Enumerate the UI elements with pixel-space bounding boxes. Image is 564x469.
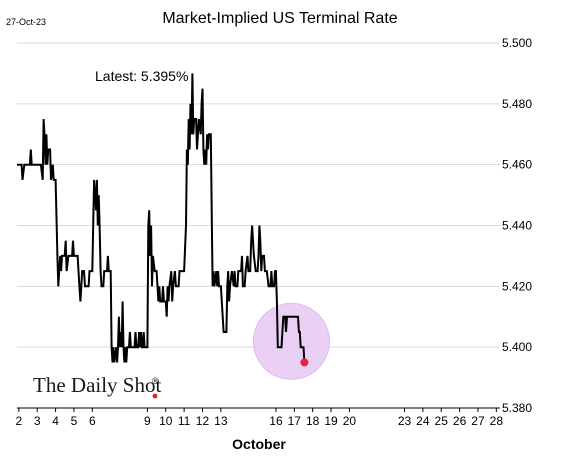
x-tick-label: 26	[453, 414, 467, 428]
brand-dot	[152, 393, 158, 399]
date-stamp: 27-Oct-23	[6, 17, 46, 27]
x-tick-label: 2	[15, 414, 22, 428]
x-tick-label: 13	[214, 414, 228, 428]
series-path	[17, 73, 306, 363]
y-tick-label: 5.440	[502, 219, 532, 233]
x-tick-label: 18	[306, 414, 320, 428]
brand-logo: The Daily Shot ®	[33, 373, 161, 399]
last-point-layer	[300, 358, 309, 367]
x-tick-label: 27	[471, 414, 485, 428]
x-tick-label: 5	[71, 414, 78, 428]
x-tick-label: 6	[89, 414, 96, 428]
y-tick-label: 5.380	[502, 401, 532, 415]
x-tick-label: 24	[416, 414, 430, 428]
brand-name: The Daily Shot	[33, 373, 161, 397]
x-tick-label: 3	[34, 414, 41, 428]
highlight-ellipse	[252, 302, 330, 380]
x-tick-label: 17	[288, 414, 302, 428]
series-line	[17, 73, 306, 363]
highlight-circle	[252, 302, 330, 380]
x-tick-label: 11	[178, 414, 191, 428]
x-tick-label: 10	[159, 414, 173, 428]
y-tick-label: 5.460	[502, 158, 532, 172]
x-axis-label: October	[232, 436, 286, 452]
x-tick-label: 25	[435, 414, 449, 428]
x-tick-label: 16	[269, 414, 283, 428]
x-axis-ticks: 2 3 4 5 6 9 10 11 12 13 16 17 18 19 20 23 24 25 26 27 28	[15, 408, 503, 428]
x-tick-label: 20	[343, 414, 357, 428]
latest-annotation: Latest: 5.395%	[95, 68, 188, 84]
brand-registered-mark: ®	[152, 376, 159, 386]
x-tick-label: 12	[196, 414, 210, 428]
x-tick-label: 4	[52, 414, 59, 428]
gridlines	[17, 42, 500, 348]
x-tick-label: 28	[490, 414, 504, 428]
x-tick-label: 19	[324, 414, 338, 428]
chart-title: Market-Implied US Terminal Rate	[162, 10, 397, 27]
y-tick-label: 5.420	[502, 279, 532, 293]
x-tick-label: 23	[398, 414, 412, 428]
y-axis-ticks: 5.380 5.400 5.420 5.440 5.460 5.480 5.500	[502, 36, 532, 415]
y-tick-label: 5.480	[502, 97, 532, 111]
y-tick-label: 5.500	[502, 36, 532, 50]
y-tick-label: 5.400	[502, 340, 532, 354]
last-point-marker	[300, 358, 309, 367]
x-tick-label: 9	[144, 414, 151, 428]
